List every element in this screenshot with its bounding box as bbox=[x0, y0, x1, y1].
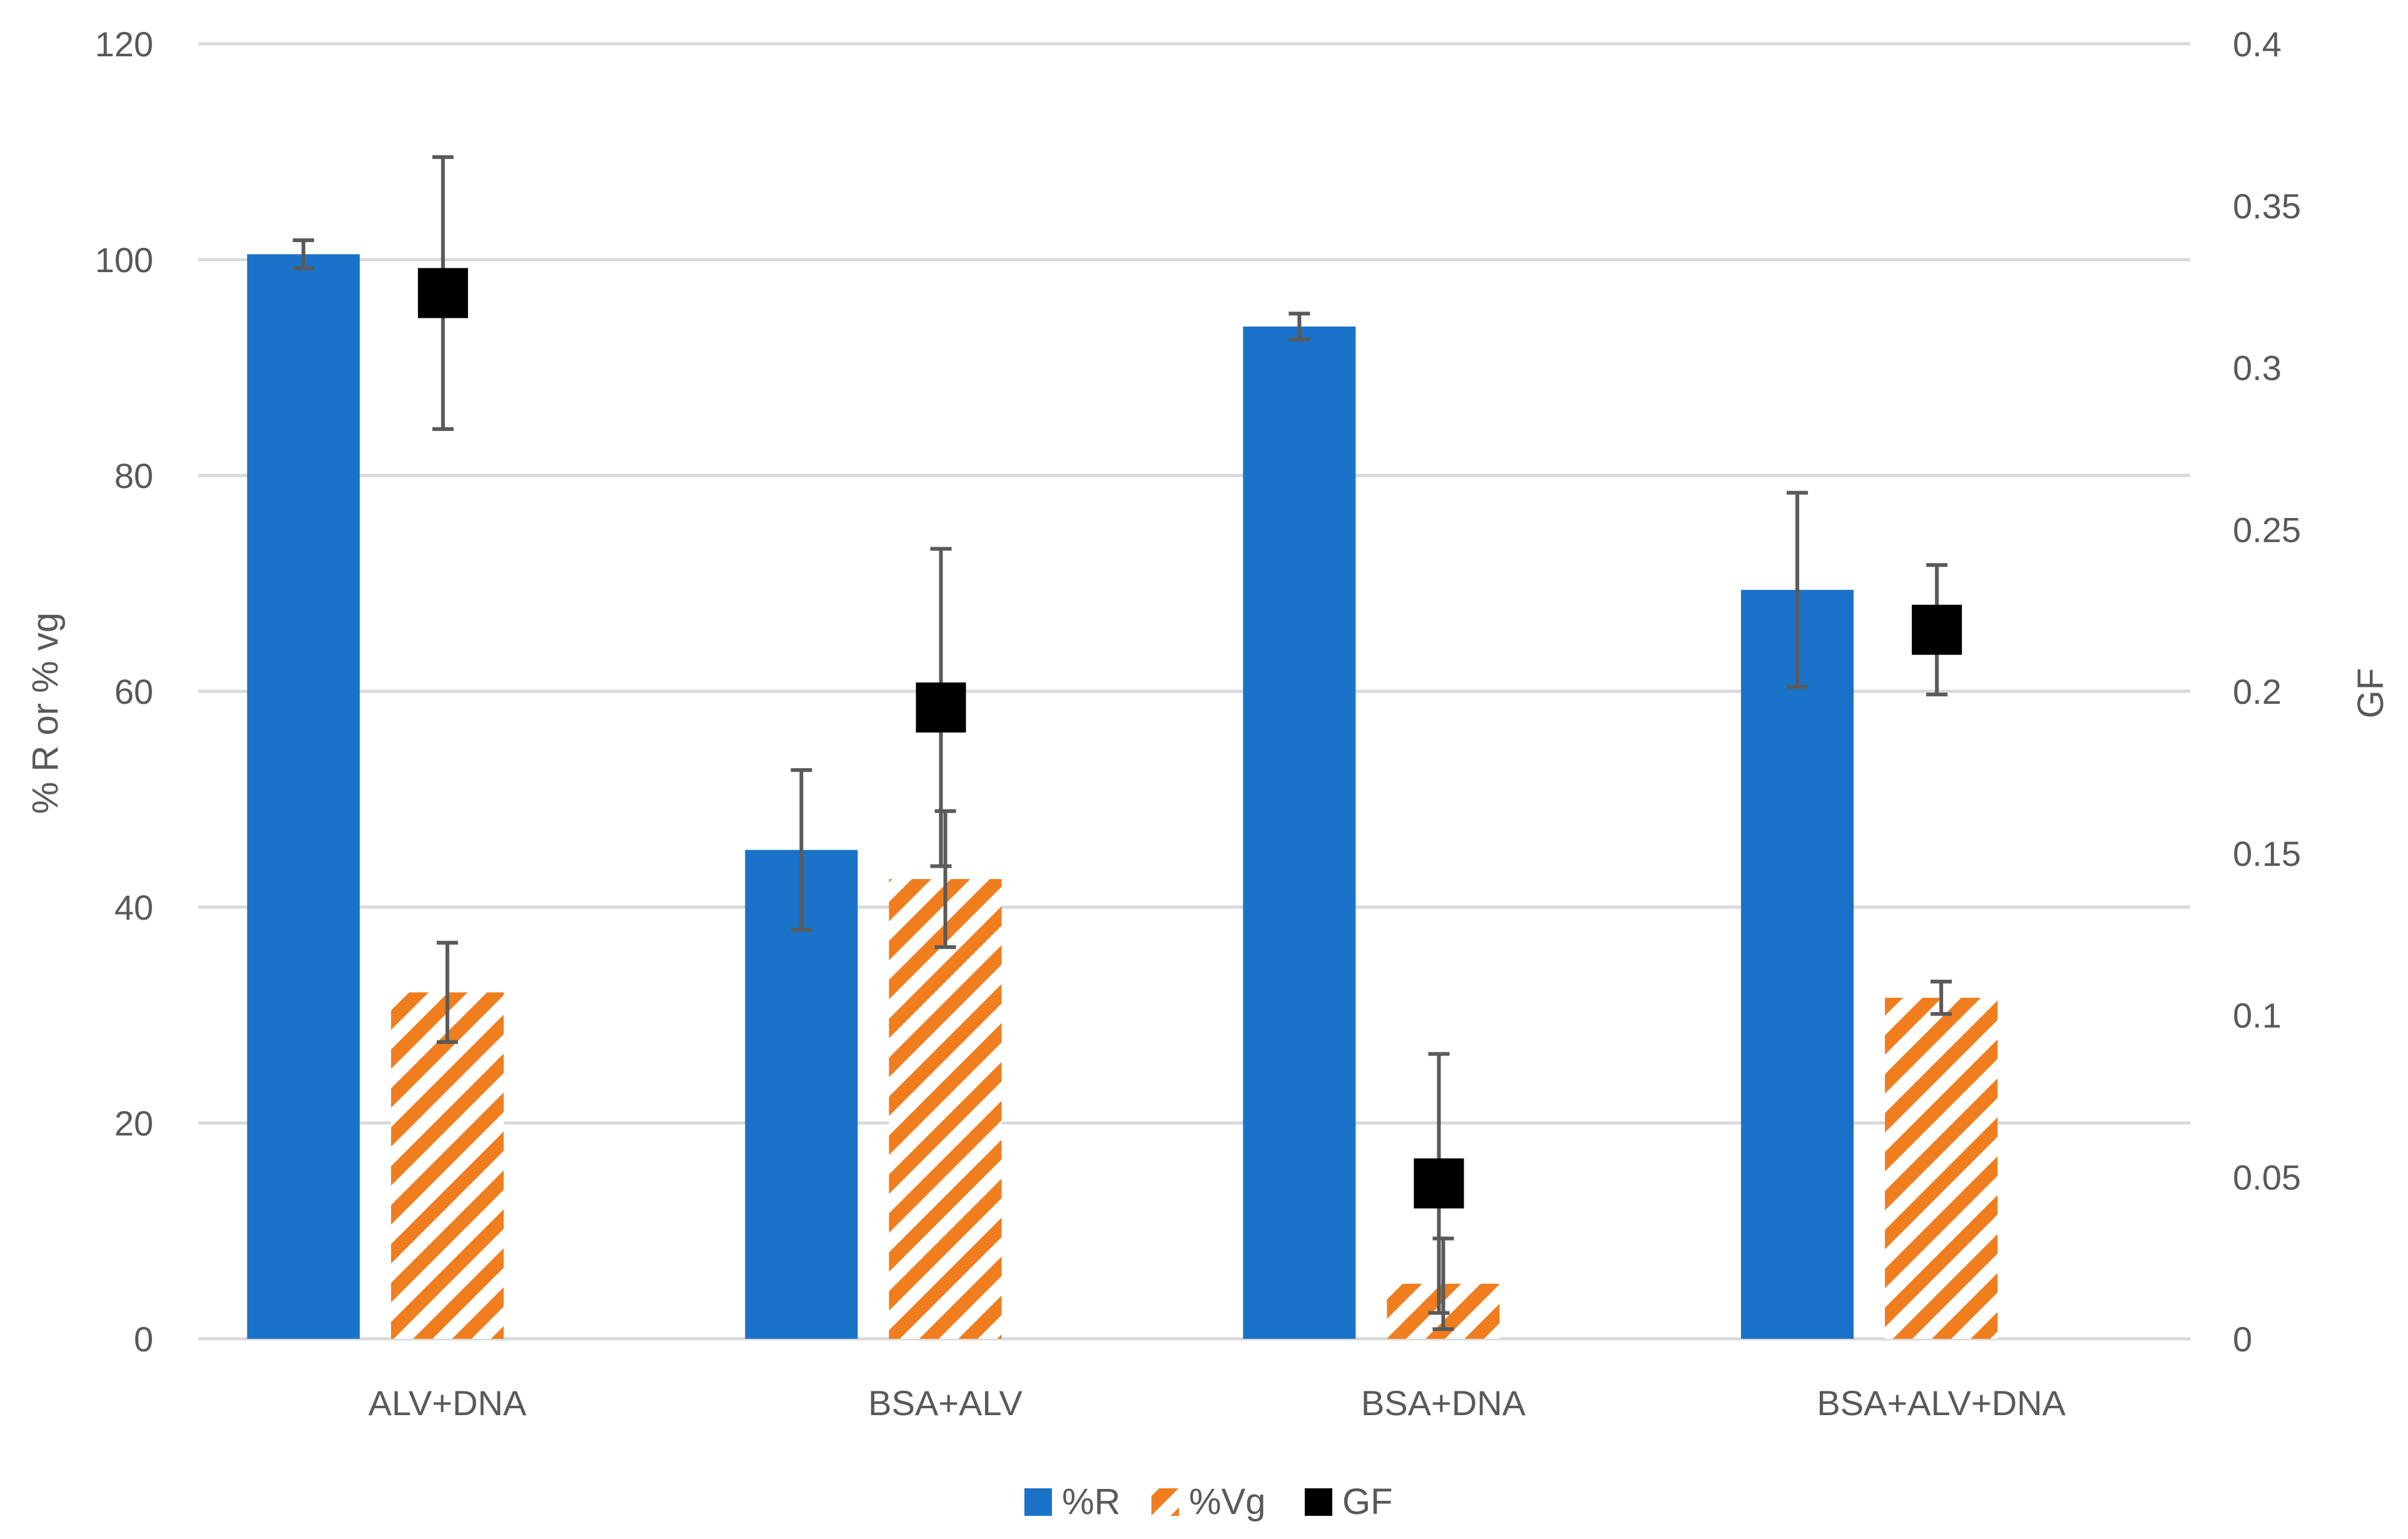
error-bar bbox=[790, 768, 812, 932]
y2-axis-title: GF bbox=[2350, 668, 2391, 719]
error-bar bbox=[436, 940, 458, 1044]
y2-tick-label: 0.3 bbox=[2233, 348, 2282, 388]
y2-tick-label: 0.2 bbox=[2233, 672, 2282, 711]
y-tick-label: 60 bbox=[115, 672, 153, 711]
legend-label-gf: GF bbox=[1342, 1481, 1393, 1522]
y-tick-label: 0 bbox=[134, 1319, 153, 1359]
y2-tick-label: 0.4 bbox=[2233, 24, 2282, 64]
legend-swatch-vg bbox=[1151, 1488, 1179, 1516]
x-tick-label: BSA+DNA bbox=[1361, 1383, 1526, 1423]
y-axis-title: % R or % vg bbox=[25, 612, 66, 814]
y2-tick-label: 0.15 bbox=[2233, 834, 2301, 873]
y2-tick-label: 0.25 bbox=[2233, 510, 2301, 549]
error-bar bbox=[1288, 312, 1310, 342]
bar-vg bbox=[889, 879, 1002, 1339]
y-tick-label: 120 bbox=[95, 24, 153, 64]
legend: %R %Vg GF bbox=[1024, 1481, 1393, 1522]
error-bars bbox=[292, 155, 1952, 1331]
legend-swatch-gf bbox=[1305, 1488, 1332, 1516]
y2-tick-label: 0.35 bbox=[2233, 186, 2301, 226]
error-bar bbox=[1787, 490, 1809, 689]
bar-vg bbox=[390, 992, 504, 1339]
legend-swatch-r bbox=[1024, 1488, 1052, 1516]
axis-labels: % R or % vg GF 0 20 40 60 80 100 120 0 0.05 0.1 0.… bbox=[25, 24, 2391, 1423]
gf-marker bbox=[1912, 604, 1962, 655]
error-bar bbox=[1931, 980, 1952, 1016]
gf-markers bbox=[417, 268, 1962, 1209]
y-tick-label: 100 bbox=[95, 240, 153, 280]
y2-tick-label: 0.1 bbox=[2233, 996, 2282, 1035]
bar-r bbox=[1243, 326, 1356, 1339]
bar-vg bbox=[1885, 997, 1998, 1339]
bar-r bbox=[247, 254, 360, 1339]
gf-marker bbox=[916, 682, 966, 733]
x-tick-label: BSA+ALV+DNA bbox=[1817, 1383, 2066, 1423]
x-tick-label: BSA+ALV bbox=[868, 1383, 1023, 1423]
y2-tick-label: 0.05 bbox=[2233, 1157, 2301, 1197]
legend-label-vg: %Vg bbox=[1189, 1481, 1266, 1522]
y-tick-label: 40 bbox=[115, 888, 153, 927]
x-tick-label: ALV+DNA bbox=[369, 1383, 527, 1423]
legend-label-r: %R bbox=[1062, 1481, 1120, 1522]
gridlines bbox=[198, 42, 2190, 1341]
error-bar bbox=[934, 809, 956, 949]
y2-tick-label: 0 bbox=[2233, 1319, 2252, 1359]
gf-marker bbox=[417, 268, 468, 318]
bars bbox=[247, 254, 1998, 1339]
error-bar bbox=[292, 238, 314, 270]
y-tick-label: 80 bbox=[115, 456, 153, 495]
gf-marker bbox=[1414, 1158, 1464, 1209]
bar-r bbox=[1741, 589, 1854, 1339]
y-tick-label: 20 bbox=[115, 1104, 153, 1143]
